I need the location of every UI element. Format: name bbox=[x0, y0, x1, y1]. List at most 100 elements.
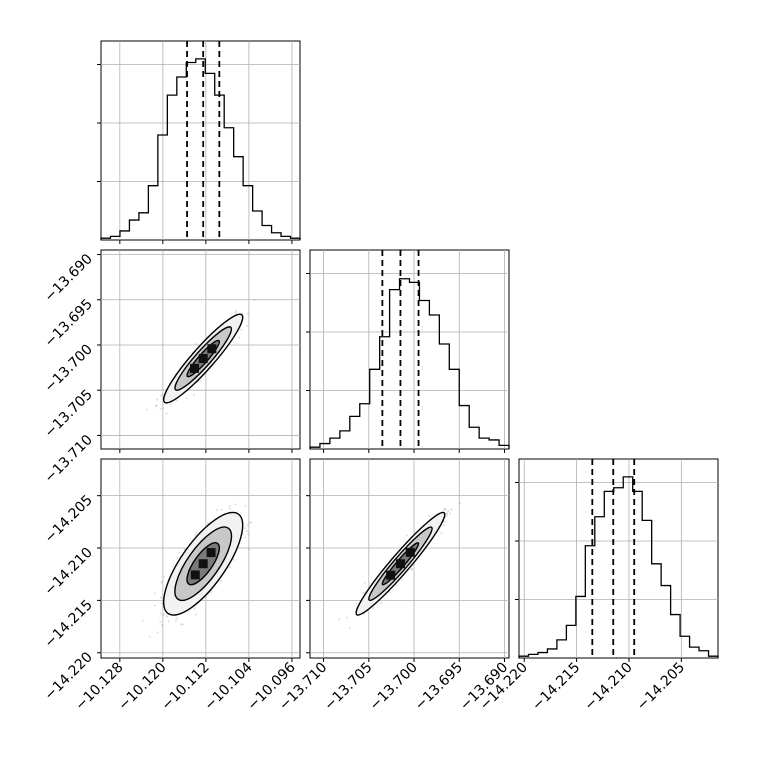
sample-point bbox=[446, 512, 449, 515]
density-peak bbox=[198, 559, 208, 569]
sample-point bbox=[410, 567, 413, 570]
density-peak bbox=[395, 559, 405, 569]
sample-point bbox=[159, 612, 162, 615]
sample-point bbox=[155, 404, 158, 407]
sample-point bbox=[175, 399, 178, 402]
histogram-step bbox=[100, 58, 301, 240]
sample-point bbox=[175, 617, 178, 620]
sample-point bbox=[443, 508, 446, 511]
y-tick-label: −13.700 bbox=[42, 341, 96, 395]
sample-point bbox=[442, 508, 445, 511]
sample-point bbox=[250, 521, 253, 524]
sample-point bbox=[338, 618, 341, 621]
sample-point bbox=[361, 592, 364, 595]
sample-point bbox=[165, 412, 168, 415]
panel-frame bbox=[309, 249, 510, 450]
sample-point bbox=[146, 408, 149, 411]
sample-point bbox=[232, 558, 235, 561]
histogram-step bbox=[309, 278, 510, 449]
sample-point bbox=[160, 602, 163, 605]
sample-point bbox=[235, 311, 238, 314]
sample-point bbox=[162, 575, 165, 578]
y-tick-label: −14.210 bbox=[42, 545, 96, 599]
sample-point bbox=[181, 623, 184, 626]
sample-point bbox=[372, 607, 375, 610]
sample-point bbox=[244, 504, 247, 507]
density-peak bbox=[405, 547, 415, 557]
sample-point bbox=[363, 581, 366, 584]
sample-point bbox=[238, 336, 241, 339]
sample-point bbox=[216, 508, 219, 511]
x-tick-label: −14.205 bbox=[634, 660, 688, 714]
sample-point bbox=[220, 508, 223, 511]
sample-point bbox=[246, 530, 249, 533]
sample-point bbox=[159, 394, 162, 397]
sample-point bbox=[253, 299, 256, 302]
sample-point bbox=[193, 607, 196, 610]
sample-point bbox=[229, 507, 232, 510]
sample-point bbox=[153, 604, 156, 607]
sample-point bbox=[448, 512, 451, 515]
density-peak bbox=[190, 363, 200, 373]
sample-point bbox=[234, 503, 237, 506]
y-tick-label: −13.695 bbox=[42, 296, 96, 350]
sample-point bbox=[444, 508, 447, 511]
sample-point bbox=[234, 310, 237, 313]
sample-point bbox=[162, 613, 165, 616]
sample-point bbox=[171, 565, 174, 568]
sample-point bbox=[162, 407, 165, 410]
sample-point bbox=[248, 521, 251, 524]
sample-point bbox=[355, 602, 358, 605]
sample-point bbox=[192, 393, 195, 396]
y-tick-label: −13.690 bbox=[42, 251, 96, 305]
sample-point bbox=[401, 578, 404, 581]
sample-point bbox=[346, 616, 349, 619]
x-tick-label: −13.695 bbox=[412, 660, 466, 714]
sample-point bbox=[195, 343, 198, 346]
sample-point bbox=[244, 527, 247, 530]
scatter-panel-1-0 bbox=[97, 249, 301, 453]
sample-point bbox=[160, 581, 163, 584]
sample-point bbox=[155, 405, 158, 408]
sample-point bbox=[194, 613, 197, 616]
sample-point bbox=[247, 533, 250, 536]
density-peak bbox=[190, 570, 200, 580]
sample-point bbox=[161, 624, 164, 627]
sample-point bbox=[160, 596, 163, 599]
sample-point bbox=[459, 502, 462, 505]
histogram-panel-1 bbox=[306, 249, 510, 453]
sample-point bbox=[195, 531, 198, 534]
sample-point bbox=[159, 620, 162, 623]
sample-point bbox=[180, 623, 183, 626]
sample-point bbox=[244, 536, 247, 539]
sample-point bbox=[443, 520, 446, 523]
sample-point bbox=[246, 523, 249, 526]
sample-point bbox=[406, 534, 409, 537]
sample-point bbox=[166, 615, 169, 618]
sample-point bbox=[395, 584, 398, 587]
sample-point bbox=[229, 566, 232, 569]
y-tick-label: −14.215 bbox=[42, 597, 96, 651]
x-tick-label: −14.215 bbox=[529, 660, 583, 714]
panel-frame bbox=[518, 458, 719, 659]
sample-point bbox=[440, 532, 443, 535]
sample-point bbox=[159, 408, 162, 411]
sample-point bbox=[246, 312, 249, 315]
sample-point bbox=[141, 619, 144, 622]
sample-point bbox=[210, 591, 213, 594]
sample-point bbox=[246, 324, 249, 327]
sample-point bbox=[220, 579, 223, 582]
panel-frame bbox=[100, 40, 301, 241]
x-tick-label: −13.705 bbox=[321, 660, 375, 714]
scatter-panel-2-0 bbox=[97, 458, 301, 662]
y-tick-label: −13.710 bbox=[42, 432, 96, 486]
y-tick-label: −14.205 bbox=[42, 492, 96, 546]
histogram-panel-2 bbox=[515, 458, 719, 662]
sample-point bbox=[174, 619, 177, 622]
density-peak bbox=[198, 354, 208, 364]
sample-point bbox=[170, 403, 173, 406]
x-tick-label: −14.210 bbox=[582, 660, 636, 714]
y-tick-label: −13.705 bbox=[42, 387, 96, 441]
sample-point bbox=[194, 533, 197, 536]
